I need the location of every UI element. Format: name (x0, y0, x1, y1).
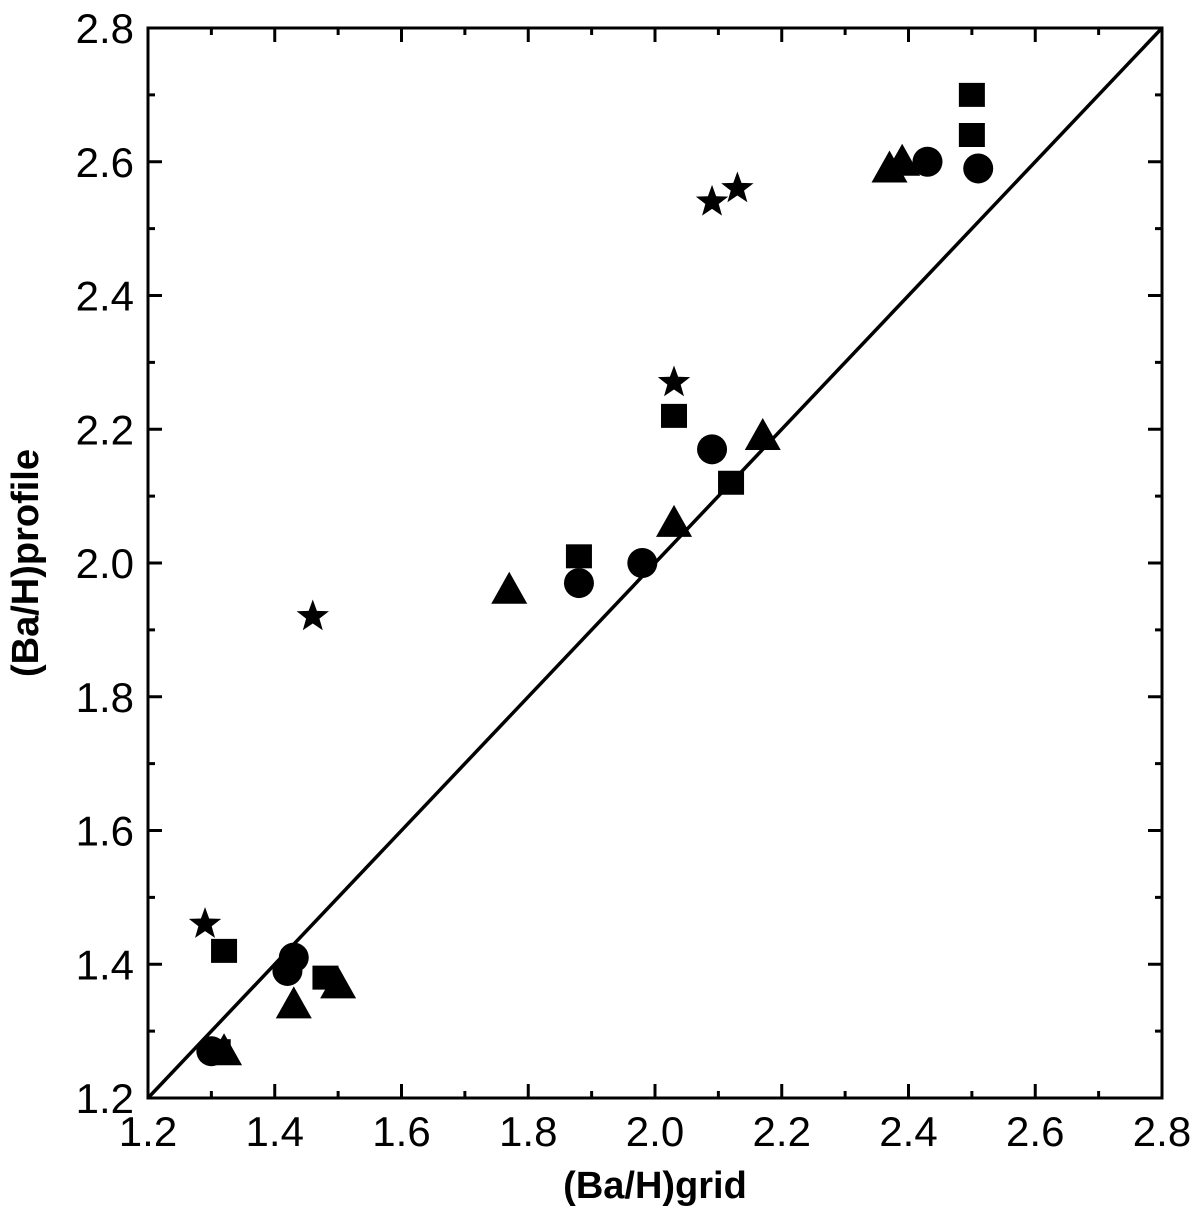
triangle-marker (656, 504, 693, 537)
star-marker (296, 599, 329, 631)
triangle-marker (206, 1033, 243, 1066)
x-tick-label: 1.8 (499, 1108, 557, 1155)
y-tick-label: 1.8 (76, 674, 134, 721)
square-marker (565, 544, 592, 569)
star-marker (695, 184, 729, 216)
circle-marker (963, 153, 994, 184)
data-points-layer (188, 82, 994, 1067)
circle-marker (278, 942, 309, 973)
circle-marker (627, 548, 658, 578)
star-marker (721, 171, 754, 203)
square-marker (958, 82, 985, 107)
triangle-marker (884, 143, 921, 176)
square-marker (958, 123, 985, 147)
circle-marker (912, 146, 943, 177)
square-marker (211, 938, 238, 963)
triangle-marker (491, 571, 528, 604)
y-tick-label: 2.0 (76, 540, 134, 587)
x-tick-label: 2.4 (879, 1108, 937, 1155)
triangle-marker (744, 417, 781, 450)
y-tick-label: 2.4 (76, 273, 134, 320)
tick-labels-layer: 1.2 1.4 1.6 1.8 2.0 2.2 2.4 2.6 2.8 1.2 1.4 1.6 1.8 2… (76, 5, 1192, 1155)
y-axis-title: (Ba/H)profile (5, 449, 47, 677)
y-tick-label: 1.4 (76, 941, 134, 988)
star-marker (657, 365, 691, 397)
x-tick-label: 1.6 (372, 1108, 430, 1155)
x-axis-title: (Ba/H)grid (563, 1165, 747, 1207)
triangle-marker (275, 986, 312, 1019)
x-tick-label: 2.0 (626, 1108, 684, 1155)
x-tick-label: 2.2 (753, 1108, 811, 1155)
y-tick-label: 2.6 (76, 139, 134, 186)
plot-frame (146, 26, 1164, 1100)
y-tick-label: 1.6 (76, 808, 134, 855)
x-tick-label: 2.6 (1006, 1108, 1064, 1155)
square-marker (718, 470, 745, 495)
x-tick-label: 1.4 (246, 1108, 304, 1155)
y-tick-label: 1.2 (76, 1075, 134, 1122)
x-tick-label: 1.2 (119, 1108, 177, 1155)
triangle-marker (320, 966, 357, 999)
circle-marker (697, 434, 728, 465)
y-tick-label: 2.2 (76, 406, 134, 453)
y-tick-label: 2.8 (76, 5, 134, 52)
square-marker (661, 403, 688, 428)
x-tick-label: 2.8 (1133, 1108, 1191, 1155)
circle-marker (563, 568, 594, 599)
star-marker (188, 907, 222, 938)
